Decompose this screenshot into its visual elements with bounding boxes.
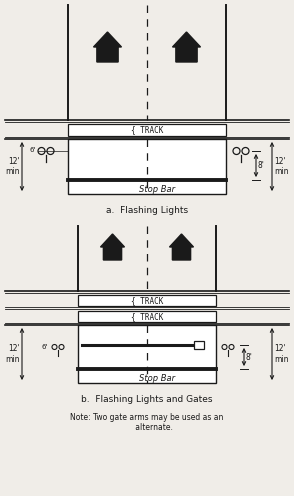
Text: a.  Flashing Lights: a. Flashing Lights: [106, 206, 188, 215]
Bar: [78, 311, 216, 322]
Text: Stop Bar: Stop Bar: [139, 374, 175, 383]
Text: b.  Flashing Lights and Gates: b. Flashing Lights and Gates: [81, 395, 213, 404]
Text: { TRACK: { TRACK: [131, 312, 163, 321]
Bar: [68, 139, 226, 194]
Text: { TRACK: { TRACK: [131, 296, 163, 305]
Bar: [194, 341, 204, 349]
Polygon shape: [170, 234, 193, 260]
Text: 6': 6': [42, 344, 48, 350]
Text: 12'
min: 12' min: [6, 157, 20, 176]
Text: alternate.: alternate.: [121, 423, 173, 432]
Text: 6': 6': [30, 147, 36, 153]
Bar: [78, 295, 216, 306]
Text: Note: Two gate arms may be used as an: Note: Two gate arms may be used as an: [70, 413, 224, 422]
Text: 8': 8': [246, 353, 253, 362]
Polygon shape: [173, 32, 201, 62]
Text: 12'
min: 12' min: [6, 344, 20, 364]
Polygon shape: [93, 32, 121, 62]
Bar: [68, 124, 226, 136]
Polygon shape: [101, 234, 124, 260]
Text: Stop Bar: Stop Bar: [139, 185, 175, 194]
Text: 12'
min: 12' min: [274, 344, 288, 364]
Bar: [78, 325, 216, 383]
Text: 12'
min: 12' min: [274, 157, 288, 176]
Text: { TRACK: { TRACK: [131, 125, 163, 134]
Text: 8': 8': [258, 161, 265, 170]
